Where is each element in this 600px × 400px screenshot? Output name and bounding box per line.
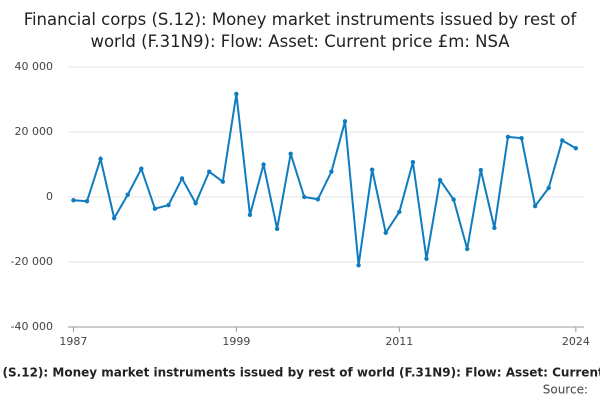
point <box>261 162 266 167</box>
point <box>302 194 307 200</box>
point <box>71 198 76 203</box>
x-tick-label: 1987 <box>59 335 87 348</box>
y-tick-label: -40 000 <box>11 320 53 333</box>
point <box>424 256 429 261</box>
point <box>193 200 198 206</box>
point <box>139 166 144 171</box>
x-tick-label: 2024 <box>562 335 590 348</box>
point <box>532 203 538 209</box>
point <box>207 169 212 174</box>
point <box>342 119 348 124</box>
y-tick-label: 40 000 <box>15 60 54 73</box>
point <box>247 212 253 218</box>
point <box>451 197 456 202</box>
point <box>98 156 103 162</box>
point <box>383 230 388 235</box>
point <box>152 206 158 211</box>
point <box>315 197 321 202</box>
point <box>234 91 239 97</box>
point <box>288 151 293 156</box>
point <box>369 167 375 172</box>
point <box>492 225 497 231</box>
y-tick-label: -20 000 <box>11 255 53 268</box>
point <box>166 202 171 208</box>
footer-title: Financial corps (S.12): Money market ins… <box>0 366 600 380</box>
point <box>560 138 565 143</box>
point <box>179 176 185 181</box>
point <box>84 199 90 204</box>
point <box>125 192 130 197</box>
chart-title: Financial corps (S.12): Money market ins… <box>24 10 578 51</box>
y-tick-label: 0 <box>46 190 53 203</box>
point <box>505 134 511 140</box>
x-tick-label: 1999 <box>222 335 250 348</box>
point <box>573 146 579 151</box>
point <box>274 226 280 232</box>
point <box>478 167 483 173</box>
point <box>546 185 551 191</box>
x-tick-label: 2011 <box>385 335 413 348</box>
point <box>437 177 443 183</box>
point <box>465 246 470 252</box>
point <box>111 215 117 221</box>
line <box>73 93 577 266</box>
point <box>356 263 361 268</box>
point <box>220 179 225 184</box>
point <box>329 169 334 174</box>
point <box>410 160 416 165</box>
source: Source: <box>543 383 588 397</box>
y-tick-label: 20 000 <box>15 125 54 138</box>
point <box>519 135 524 141</box>
point <box>397 209 402 215</box>
